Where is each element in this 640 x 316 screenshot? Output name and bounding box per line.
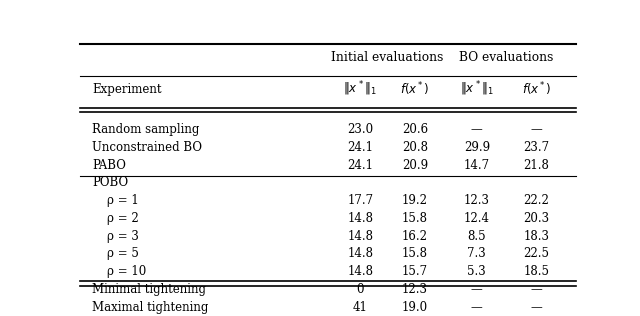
- Text: Minimal tightening: Minimal tightening: [92, 283, 206, 296]
- Text: POBO: POBO: [92, 176, 129, 189]
- Text: 14.8: 14.8: [348, 247, 373, 260]
- Text: 29.9: 29.9: [464, 141, 490, 154]
- Text: 0: 0: [356, 283, 364, 296]
- Text: 24.1: 24.1: [348, 159, 373, 172]
- Text: —: —: [471, 123, 483, 136]
- Text: 17.7: 17.7: [347, 194, 373, 207]
- Text: 14.8: 14.8: [348, 230, 373, 243]
- Text: 12.3: 12.3: [402, 283, 428, 296]
- Text: 19.0: 19.0: [402, 301, 428, 314]
- Text: 8.5: 8.5: [467, 230, 486, 243]
- Text: 20.8: 20.8: [402, 141, 428, 154]
- Text: 20.6: 20.6: [402, 123, 428, 136]
- Text: ρ = 5: ρ = 5: [92, 247, 140, 260]
- Text: 23.0: 23.0: [347, 123, 373, 136]
- Text: 15.8: 15.8: [402, 247, 428, 260]
- Text: 14.8: 14.8: [348, 265, 373, 278]
- Text: Initial evaluations: Initial evaluations: [332, 51, 444, 64]
- Text: 19.2: 19.2: [402, 194, 428, 207]
- Text: ρ = 1: ρ = 1: [92, 194, 139, 207]
- Text: PABO: PABO: [92, 159, 126, 172]
- Text: 5.3: 5.3: [467, 265, 486, 278]
- Text: —: —: [531, 301, 542, 314]
- Text: BO evaluations: BO evaluations: [460, 51, 554, 64]
- Text: 21.8: 21.8: [524, 159, 549, 172]
- Text: $f(x^*)$: $f(x^*)$: [400, 80, 429, 98]
- Text: 22.2: 22.2: [524, 194, 549, 207]
- Text: 15.7: 15.7: [402, 265, 428, 278]
- Text: 20.9: 20.9: [402, 159, 428, 172]
- Text: Random sampling: Random sampling: [92, 123, 200, 136]
- Text: 12.4: 12.4: [464, 212, 490, 225]
- Text: Experiment: Experiment: [92, 82, 162, 95]
- Text: 18.5: 18.5: [524, 265, 549, 278]
- Text: 7.3: 7.3: [467, 247, 486, 260]
- Text: 23.7: 23.7: [524, 141, 549, 154]
- Text: —: —: [531, 283, 542, 296]
- Text: ρ = 3: ρ = 3: [92, 230, 140, 243]
- Text: —: —: [531, 123, 542, 136]
- Text: —: —: [471, 301, 483, 314]
- Text: 18.3: 18.3: [524, 230, 549, 243]
- Text: 24.1: 24.1: [348, 141, 373, 154]
- Text: 14.7: 14.7: [464, 159, 490, 172]
- Text: ρ = 10: ρ = 10: [92, 265, 147, 278]
- Text: 20.3: 20.3: [524, 212, 549, 225]
- Text: $f(x^*)$: $f(x^*)$: [522, 80, 551, 98]
- Text: Unconstrained BO: Unconstrained BO: [92, 141, 202, 154]
- Text: —: —: [471, 283, 483, 296]
- Text: 16.2: 16.2: [402, 230, 428, 243]
- Text: Maximal tightening: Maximal tightening: [92, 301, 209, 314]
- Text: $\|x^*\|_1$: $\|x^*\|_1$: [344, 80, 377, 98]
- Text: 22.5: 22.5: [524, 247, 549, 260]
- Text: 41: 41: [353, 301, 367, 314]
- Text: 14.8: 14.8: [348, 212, 373, 225]
- Text: ρ = 2: ρ = 2: [92, 212, 139, 225]
- Text: 12.3: 12.3: [464, 194, 490, 207]
- Text: 15.8: 15.8: [402, 212, 428, 225]
- Text: $\|x^*\|_1$: $\|x^*\|_1$: [460, 80, 493, 98]
